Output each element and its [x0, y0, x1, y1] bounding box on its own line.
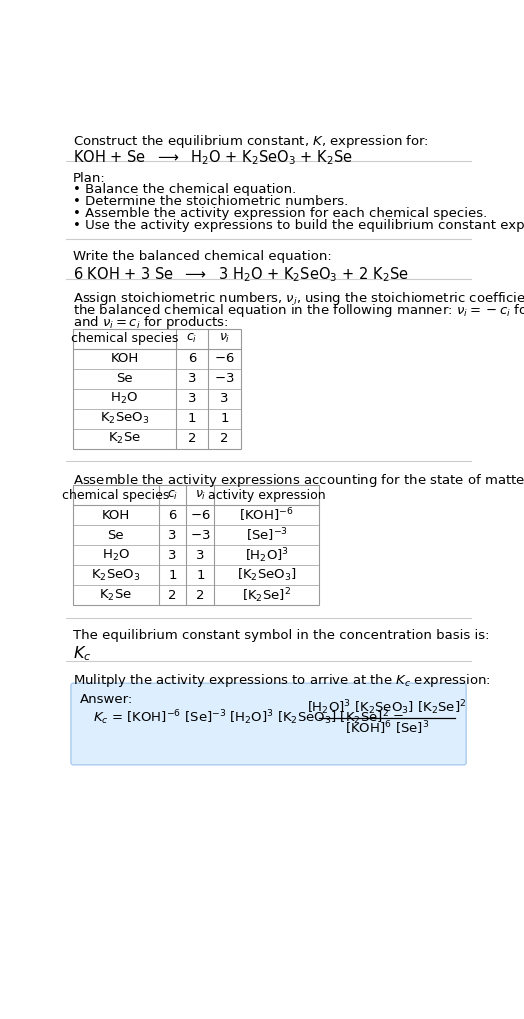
Text: 1: 1: [196, 569, 204, 582]
Text: 3: 3: [220, 392, 228, 406]
Text: activity expression: activity expression: [208, 489, 325, 501]
Text: $-6$: $-6$: [190, 508, 211, 522]
Text: 2: 2: [196, 589, 204, 602]
Text: Assemble the activity expressions accounting for the state of matter and $\nu_i$: Assemble the activity expressions accoun…: [73, 472, 524, 489]
Text: chemical species: chemical species: [71, 332, 178, 345]
Text: • Assemble the activity expression for each chemical species.: • Assemble the activity expression for e…: [73, 207, 487, 220]
Text: H$_2$O: H$_2$O: [111, 391, 138, 407]
Text: [KOH]$^{-6}$: [KOH]$^{-6}$: [239, 506, 294, 524]
Text: 2: 2: [168, 589, 177, 602]
Text: 1: 1: [168, 569, 177, 582]
Text: $\nu_i$: $\nu_i$: [219, 332, 230, 345]
Text: 3: 3: [168, 529, 177, 542]
Bar: [73, 329, 241, 448]
Text: [KOH]$^6$ [Se]$^3$: [KOH]$^6$ [Se]$^3$: [345, 719, 429, 737]
Text: KOH + Se  $\longrightarrow$  H$_2$O + K$_2$SeO$_3$ + K$_2$Se: KOH + Se $\longrightarrow$ H$_2$O + K$_2…: [73, 149, 353, 167]
Text: Assign stoichiometric numbers, $\nu_i$, using the stoichiometric coefficients, $: Assign stoichiometric numbers, $\nu_i$, …: [73, 289, 524, 307]
Text: Se: Se: [116, 372, 133, 385]
Text: Plan:: Plan:: [73, 171, 106, 184]
Text: $K_c$: $K_c$: [73, 644, 92, 662]
Text: • Determine the stoichiometric numbers.: • Determine the stoichiometric numbers.: [73, 196, 348, 209]
Text: [H$_2$O]$^3$ [K$_2$SeO$_3$] [K$_2$Se]$^2$: [H$_2$O]$^3$ [K$_2$SeO$_3$] [K$_2$Se]$^2…: [308, 698, 467, 717]
FancyBboxPatch shape: [71, 683, 466, 765]
Text: $c_i$: $c_i$: [186, 332, 198, 345]
Text: $c_i$: $c_i$: [167, 489, 178, 502]
Text: K$_2$SeO$_3$: K$_2$SeO$_3$: [100, 412, 149, 426]
Text: and $\nu_i = c_i$ for products:: and $\nu_i = c_i$ for products:: [73, 314, 229, 330]
Text: $-6$: $-6$: [214, 353, 235, 365]
Text: • Use the activity expressions to build the equilibrium constant expression.: • Use the activity expressions to build …: [73, 219, 524, 232]
Text: • Balance the chemical equation.: • Balance the chemical equation.: [73, 183, 297, 197]
Text: K$_2$Se: K$_2$Se: [108, 431, 141, 446]
Text: 2: 2: [188, 432, 196, 445]
Text: Mulitply the activity expressions to arrive at the $K_c$ expression:: Mulitply the activity expressions to arr…: [73, 672, 491, 689]
Text: 2: 2: [220, 432, 228, 445]
Text: Write the balanced chemical equation:: Write the balanced chemical equation:: [73, 250, 332, 263]
Text: K$_2$SeO$_3$: K$_2$SeO$_3$: [91, 568, 140, 583]
Text: Construct the equilibrium constant, $K$, expression for:: Construct the equilibrium constant, $K$,…: [73, 133, 429, 150]
Text: 3: 3: [196, 549, 204, 561]
Text: 6 KOH + 3 Se  $\longrightarrow$  3 H$_2$O + K$_2$SeO$_3$ + 2 K$_2$Se: 6 KOH + 3 Se $\longrightarrow$ 3 H$_2$O …: [73, 265, 409, 284]
Text: [K$_2$Se]$^2$: [K$_2$Se]$^2$: [242, 586, 291, 605]
Text: $\nu_i$: $\nu_i$: [194, 489, 206, 502]
Text: 3: 3: [168, 549, 177, 561]
Text: the balanced chemical equation in the following manner: $\nu_i = -c_i$ for react: the balanced chemical equation in the fo…: [73, 302, 524, 319]
Text: 1: 1: [220, 413, 228, 425]
Text: 6: 6: [168, 508, 177, 522]
Text: $-3$: $-3$: [190, 529, 211, 542]
Text: $-3$: $-3$: [214, 372, 235, 385]
Text: Se: Se: [107, 529, 124, 542]
Text: K$_2$Se: K$_2$Se: [100, 588, 133, 603]
Text: chemical species: chemical species: [62, 489, 170, 501]
Text: 1: 1: [188, 413, 196, 425]
Text: H$_2$O: H$_2$O: [102, 548, 130, 562]
Text: KOH: KOH: [110, 353, 138, 365]
Text: 3: 3: [188, 392, 196, 406]
Bar: [73, 485, 319, 605]
Text: $K_c$ = [KOH]$^{-6}$ [Se]$^{-3}$ [H$_2$O]$^3$ [K$_2$SeO$_3$] [K$_2$Se]$^2$ =: $K_c$ = [KOH]$^{-6}$ [Se]$^{-3}$ [H$_2$O…: [93, 708, 404, 728]
Text: [H$_2$O]$^3$: [H$_2$O]$^3$: [245, 546, 289, 565]
Text: 6: 6: [188, 353, 196, 365]
Text: [K$_2$SeO$_3$]: [K$_2$SeO$_3$]: [237, 568, 297, 584]
Text: KOH: KOH: [102, 508, 130, 522]
Text: [Se]$^{-3}$: [Se]$^{-3}$: [246, 527, 288, 544]
Text: 3: 3: [188, 372, 196, 385]
Text: Answer:: Answer:: [80, 693, 133, 706]
Text: The equilibrium constant symbol in the concentration basis is:: The equilibrium constant symbol in the c…: [73, 629, 490, 642]
